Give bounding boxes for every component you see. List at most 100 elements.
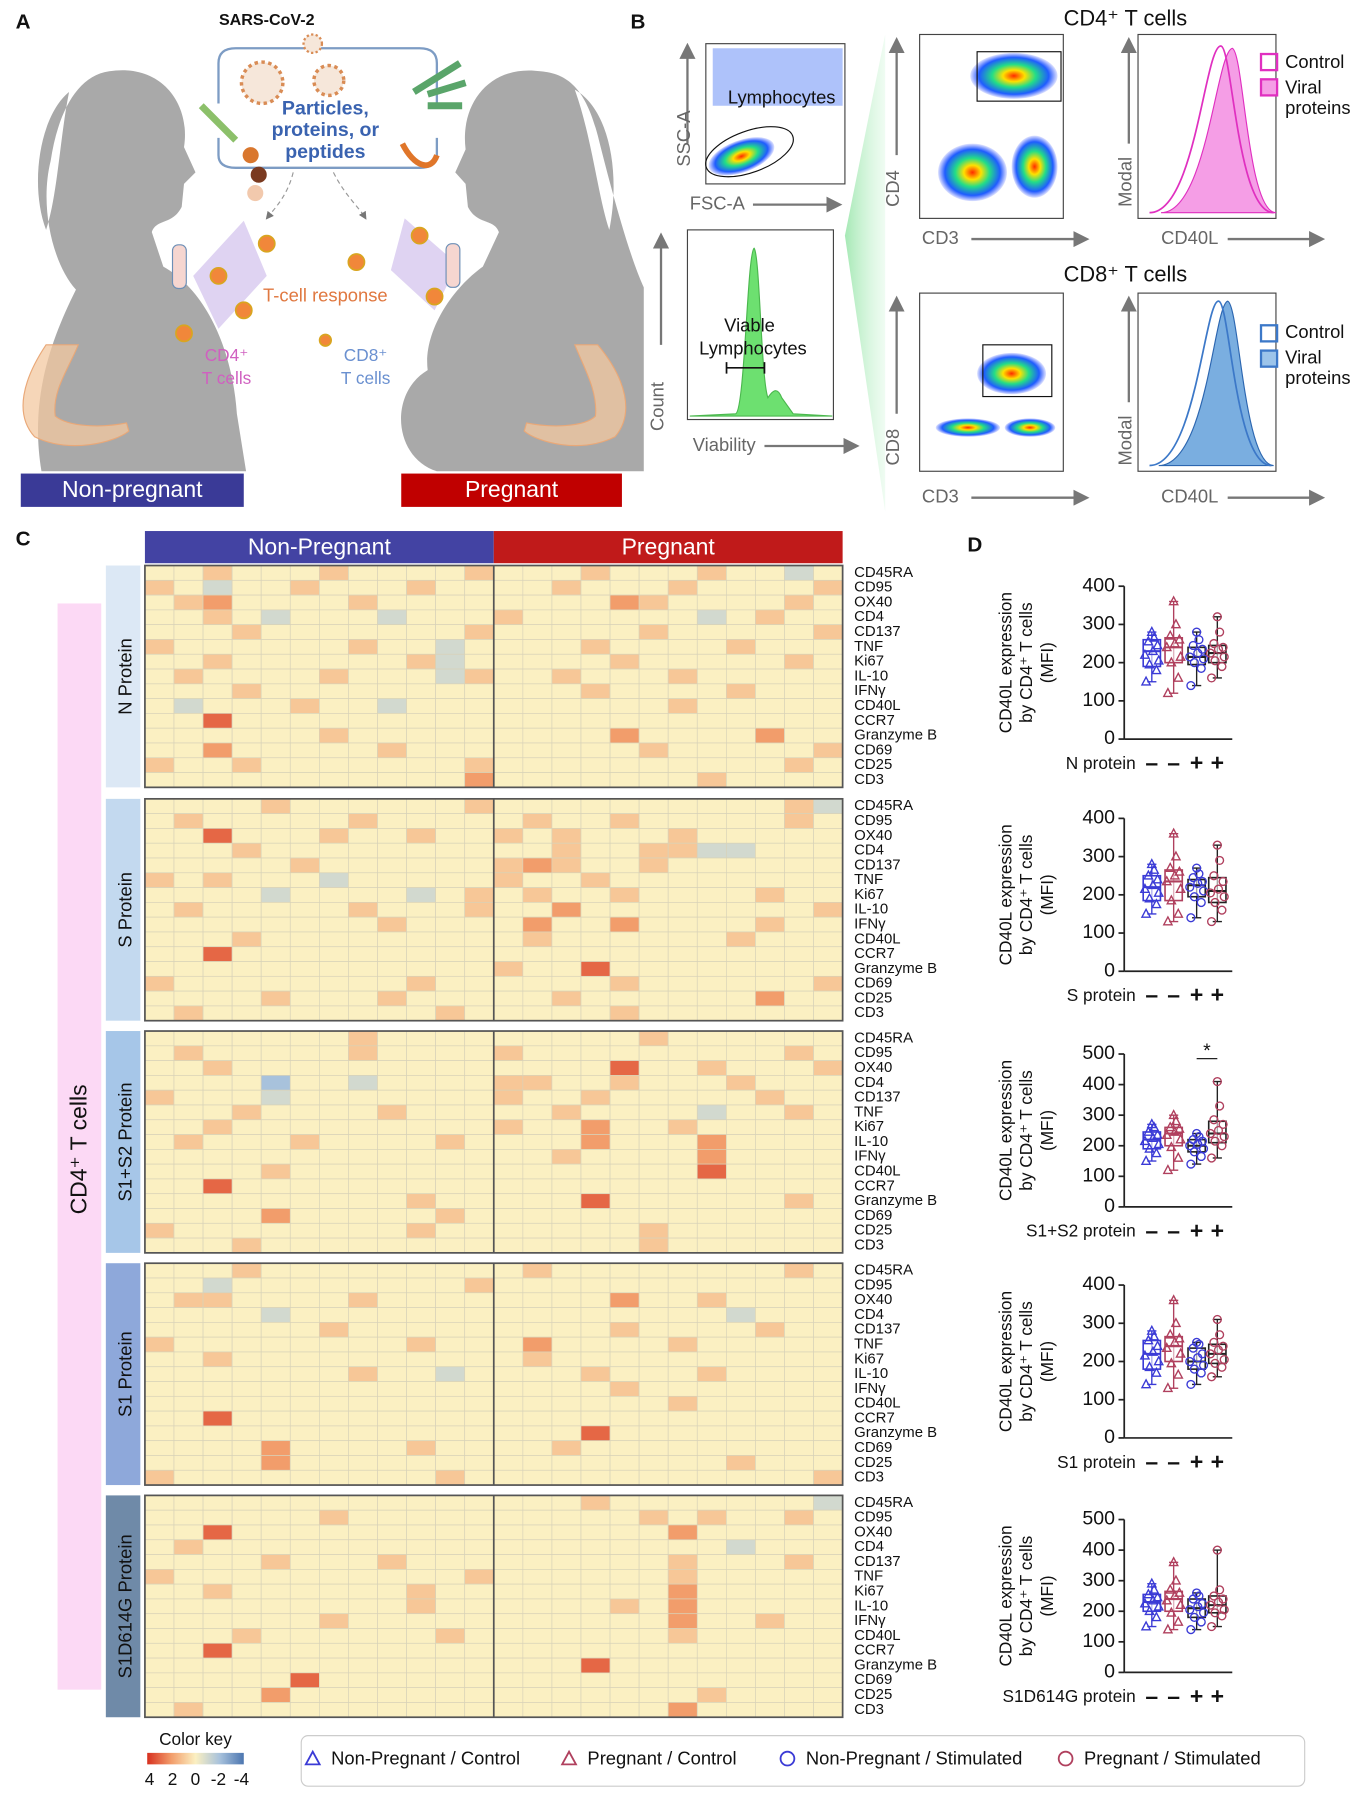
heatmap-cell — [755, 1089, 785, 1106]
heatmap-cell — [725, 1178, 756, 1195]
heatmap-cell — [696, 1366, 727, 1382]
data-point — [1212, 612, 1222, 622]
heatmap-cell — [551, 813, 582, 829]
heatmap-cell — [522, 1149, 553, 1165]
marker-label: TNF — [854, 638, 883, 655]
heatmap-cell — [319, 698, 349, 714]
heatmap-cell — [522, 639, 553, 655]
heatmap-cell — [813, 1104, 843, 1121]
heatmap-cell — [551, 757, 582, 773]
heatmap-cell — [638, 1005, 669, 1022]
heatmap-cell — [784, 1687, 814, 1703]
heatmap-cell — [202, 1149, 233, 1165]
data-point — [1143, 869, 1154, 880]
heatmap-cell — [377, 594, 407, 611]
marker-label: CD25 — [854, 756, 892, 773]
heatmap-cell — [406, 1119, 436, 1135]
heatmap-cell — [522, 772, 553, 788]
heatmap-cell — [202, 742, 233, 759]
heatmap-cell — [813, 1642, 843, 1659]
heatmap-cell — [406, 1687, 436, 1703]
group-bar-non-pregnant — [20, 473, 244, 507]
heatmap-cell — [260, 1222, 291, 1239]
heatmap-cell — [231, 1351, 262, 1368]
heatmap-cell — [173, 683, 204, 699]
gate-label: Lymphocytes — [728, 87, 836, 108]
heatmap-cell — [231, 975, 262, 992]
heatmap-cell — [377, 1307, 407, 1323]
heatmap-cell — [784, 1395, 814, 1412]
heatmap-cell — [784, 1005, 814, 1022]
marker-label: CD3 — [854, 771, 884, 788]
heatmap-cell — [406, 1262, 436, 1279]
x-axis-label: S protein — [1067, 985, 1136, 1005]
color-key-tick: 4 — [145, 1769, 155, 1789]
heatmap-cell — [755, 916, 785, 933]
heatmap-cell — [493, 1351, 524, 1368]
heatmap-cell — [551, 1672, 582, 1689]
heatmap-cell — [638, 1539, 669, 1555]
heatmap-cell — [144, 857, 175, 874]
data-point — [1194, 869, 1204, 879]
heatmap-cell — [580, 902, 611, 918]
heatmap-cell — [580, 1524, 611, 1541]
heatmap-cell — [609, 828, 640, 844]
heatmap-cell — [784, 798, 814, 814]
marker-label: CD40L — [854, 697, 901, 714]
heatmap-cell — [406, 1104, 436, 1121]
data-point — [1193, 1602, 1203, 1612]
heatmap-cell — [784, 1178, 814, 1195]
heatmap-cell — [580, 1509, 611, 1526]
heatmap-cell — [231, 1583, 262, 1600]
heatmap-cell — [464, 1425, 495, 1442]
heatmap-cell — [202, 624, 233, 640]
heatmap-cell — [493, 1134, 524, 1150]
heatmap-cell — [144, 961, 175, 977]
heatmap-cell — [784, 1509, 814, 1526]
heatmap-cell — [784, 931, 814, 948]
heatmap-cell — [784, 1657, 814, 1674]
heatmap-cell — [348, 872, 378, 888]
axis-arrows — [652, 37, 1326, 506]
heatmap-cell — [551, 1045, 582, 1061]
marker-label: OX40 — [854, 1523, 892, 1540]
heatmap-cell — [580, 842, 611, 859]
heatmap-cell — [435, 594, 466, 611]
condition-sign: + — [1190, 749, 1203, 775]
heatmap-cell — [348, 1469, 378, 1486]
heatmap-cell — [493, 916, 524, 933]
heatmap-cell — [289, 1410, 320, 1427]
heatmap-cell — [464, 1381, 495, 1397]
group-header — [144, 531, 494, 564]
heatmap-cell — [464, 902, 495, 918]
heatmap-cell — [609, 1134, 640, 1150]
heatmap-cell — [348, 594, 378, 611]
heatmap-cell — [377, 916, 407, 933]
heatmap-cell — [289, 668, 320, 685]
y-tick-label: 100 — [1082, 1630, 1115, 1652]
data-point — [1140, 675, 1152, 686]
heatmap-cell — [522, 1598, 553, 1615]
heatmap-cell — [551, 1307, 582, 1323]
heatmap-cell — [580, 1539, 611, 1555]
heatmap-cell — [580, 1193, 611, 1209]
heatmap-cell — [580, 1351, 611, 1368]
heatmap-cell — [667, 1307, 698, 1323]
heatmap-cell — [173, 1134, 204, 1150]
heatmap-cell — [580, 594, 611, 611]
heatmap-cell — [522, 565, 553, 581]
data-point — [1172, 1368, 1184, 1379]
heatmap-cell — [667, 887, 698, 903]
heatmap-cell — [144, 1598, 175, 1615]
heatmap-cell — [784, 990, 814, 1007]
data-point — [1219, 1605, 1229, 1615]
heatmap-cell — [464, 1045, 495, 1061]
heatmap-cell — [231, 1104, 262, 1121]
heatmap-cell — [609, 1583, 640, 1600]
heatmap-cell — [435, 1222, 466, 1239]
heatmap-cell — [725, 683, 756, 699]
heatmap-cell — [784, 1134, 814, 1150]
heatmap-cell — [464, 579, 495, 596]
heatmap-cell — [609, 1292, 640, 1308]
heatmap-cell — [289, 1702, 320, 1718]
